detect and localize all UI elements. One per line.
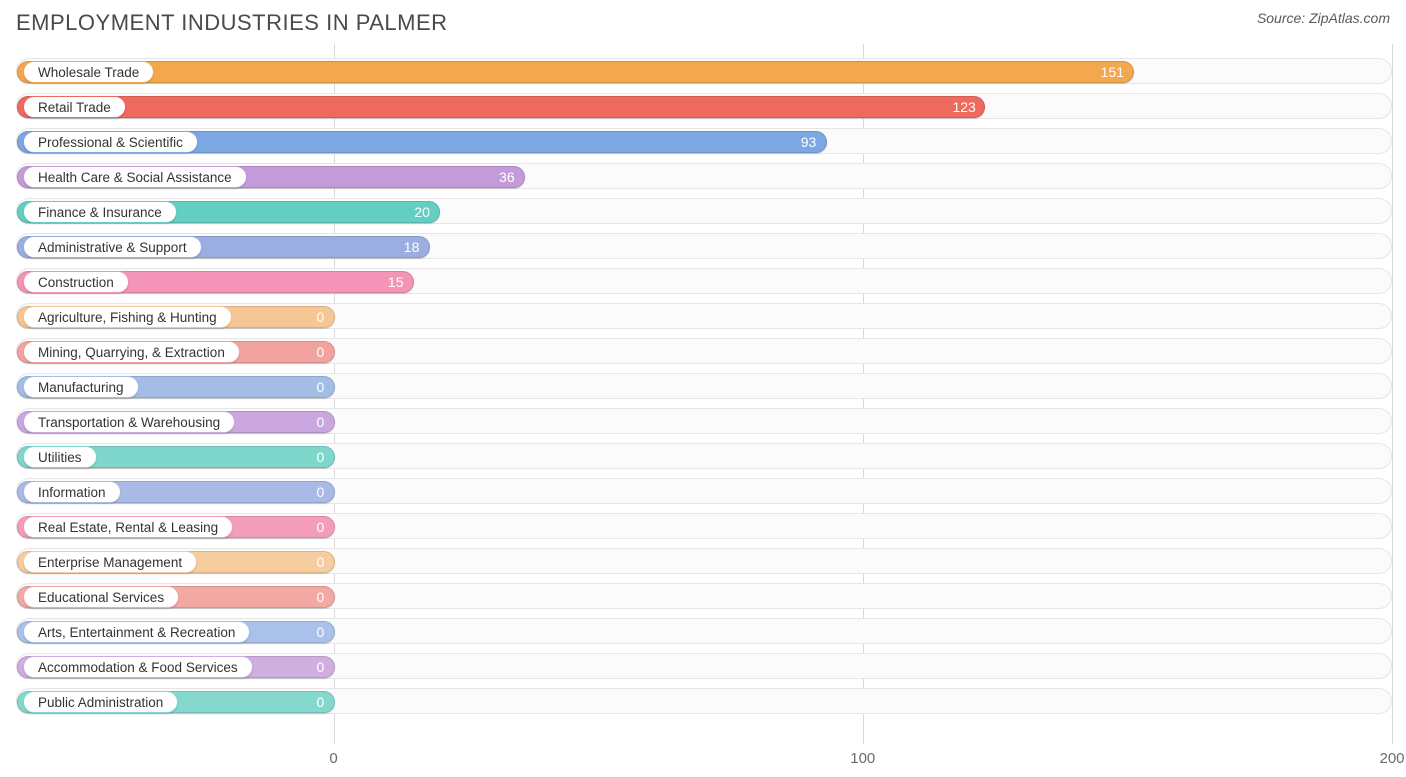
x-tick-label: 200 — [1379, 750, 1404, 767]
gridline — [1392, 44, 1393, 744]
chart-title: EMPLOYMENT INDUSTRIES IN PALMER — [16, 10, 448, 36]
chart-container: EMPLOYMENT INDUSTRIES IN PALMER Source: … — [0, 0, 1406, 777]
x-axis-layer: 0100200 — [16, 44, 1392, 744]
chart-plot: Wholesale Trade151Retail Trade123Profess… — [16, 44, 1392, 744]
x-tick-label: 0 — [329, 750, 337, 767]
chart-header: EMPLOYMENT INDUSTRIES IN PALMER Source: … — [16, 10, 1390, 36]
x-tick-label: 100 — [850, 750, 875, 767]
chart-source: Source: ZipAtlas.com — [1257, 10, 1390, 26]
